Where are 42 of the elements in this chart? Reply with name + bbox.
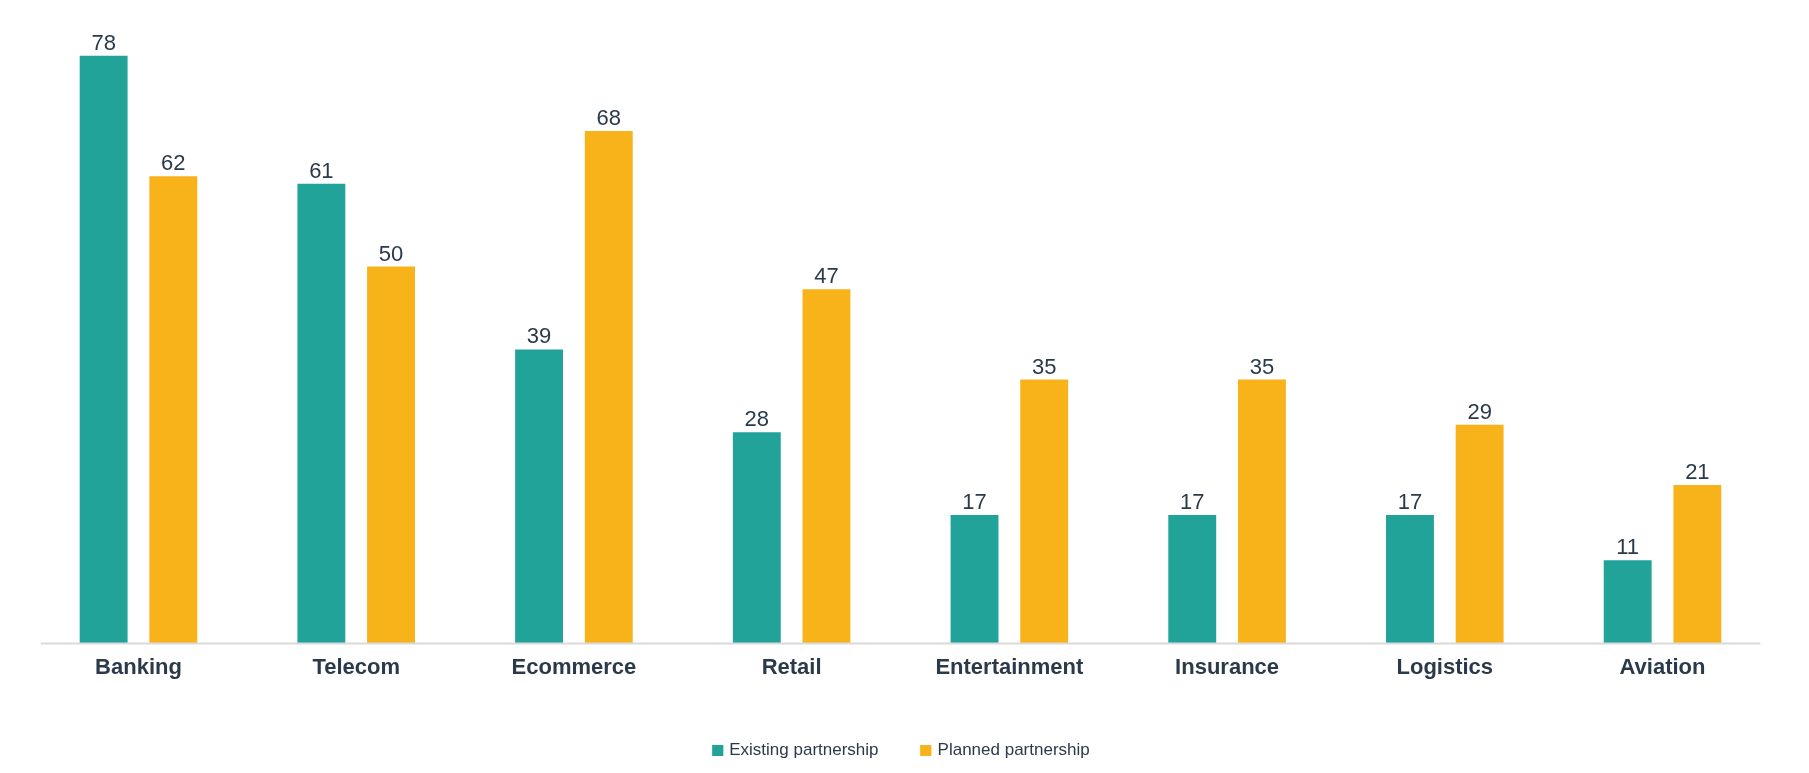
legend-label: Existing partnership	[729, 740, 879, 760]
data-label: 35	[1249, 353, 1275, 379]
bar	[802, 289, 851, 644]
bar	[149, 176, 198, 644]
bar	[950, 515, 999, 644]
data-label: 47	[814, 263, 839, 289]
data-label: 11	[1616, 534, 1640, 560]
bar	[1237, 379, 1286, 644]
data-label: 78	[91, 29, 116, 55]
bar	[1673, 484, 1722, 644]
data-label: 50	[378, 240, 404, 266]
x-tick-label: Telecom	[312, 654, 401, 680]
x-tick-label: Entertainment	[935, 654, 1084, 680]
x-tick-label: Retail	[761, 654, 822, 680]
x-tick-label: Logistics	[1396, 654, 1494, 680]
data-label: 29	[1467, 398, 1492, 424]
data-label: 35	[1031, 353, 1057, 379]
data-label: 39	[526, 323, 552, 349]
x-tick-label: Banking	[95, 654, 182, 680]
bar	[584, 131, 633, 644]
x-tick-label: Ecommerce	[511, 654, 637, 680]
bar	[732, 432, 781, 644]
bar	[1020, 379, 1069, 644]
bar	[515, 349, 564, 644]
bar	[1455, 424, 1504, 644]
bar	[79, 55, 128, 644]
data-label: 17	[1180, 489, 1205, 515]
data-label: 61	[309, 157, 334, 183]
bar	[1603, 560, 1652, 644]
legend-label: Planned partnership	[937, 740, 1090, 760]
bar	[1168, 515, 1217, 644]
bar	[297, 183, 346, 644]
bar	[367, 266, 415, 644]
x-tick-label: Aviation	[1619, 654, 1706, 680]
data-label: 68	[596, 105, 621, 131]
bar	[1386, 515, 1434, 644]
data-label: 28	[744, 406, 770, 432]
x-tick-label: Insurance	[1175, 654, 1280, 680]
data-label: 21	[1685, 458, 1710, 484]
data-label: 62	[161, 150, 186, 176]
data-label: 17	[962, 489, 987, 515]
data-label: 17	[1397, 489, 1423, 515]
